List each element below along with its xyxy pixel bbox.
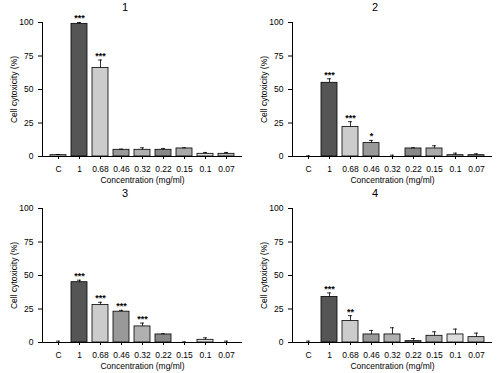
svg-text:100: 100 [269, 203, 283, 213]
svg-text:0.68: 0.68 [92, 350, 109, 360]
svg-text:Cell cytoxicity (%): Cell cytoxicity (%) [259, 242, 269, 309]
svg-text:100: 100 [19, 203, 33, 213]
svg-text:***: *** [345, 113, 356, 123]
svg-text:**: ** [347, 307, 355, 317]
svg-text:0.22: 0.22 [155, 350, 172, 360]
svg-text:***: *** [74, 14, 85, 23]
svg-text:0.07: 0.07 [468, 164, 485, 174]
svg-text:0: 0 [29, 151, 34, 161]
svg-text:100: 100 [269, 17, 283, 27]
svg-text:1: 1 [77, 164, 82, 174]
svg-text:0.1: 0.1 [450, 164, 462, 174]
svg-text:0.15: 0.15 [176, 350, 193, 360]
svg-text:***: *** [324, 284, 335, 294]
svg-text:0.07: 0.07 [468, 350, 485, 360]
svg-text:C: C [55, 164, 61, 174]
svg-text:0.07: 0.07 [218, 350, 235, 360]
svg-text:***: *** [116, 301, 127, 311]
svg-text:75: 75 [24, 51, 34, 61]
svg-text:0.32: 0.32 [134, 164, 151, 174]
svg-text:75: 75 [274, 51, 284, 61]
svg-text:50: 50 [24, 270, 34, 280]
svg-text:0.22: 0.22 [405, 350, 422, 360]
svg-text:***: *** [324, 70, 335, 80]
svg-text:0.32: 0.32 [134, 350, 151, 360]
svg-text:0.46: 0.46 [363, 164, 380, 174]
svg-text:25: 25 [274, 118, 284, 128]
svg-text:0: 0 [279, 337, 284, 347]
svg-text:***: *** [74, 271, 85, 281]
svg-text:*: * [370, 131, 374, 141]
svg-text:0.1: 0.1 [200, 164, 212, 174]
svg-text:Concentration (mg/ml): Concentration (mg/ml) [350, 175, 434, 185]
svg-text:1: 1 [77, 350, 82, 360]
svg-text:Cell cytoxicity (%): Cell cytoxicity (%) [9, 242, 19, 309]
svg-text:0.1: 0.1 [450, 350, 462, 360]
svg-text:0.22: 0.22 [405, 164, 422, 174]
svg-text:100: 100 [19, 17, 33, 27]
svg-text:0: 0 [279, 151, 284, 161]
svg-text:0.46: 0.46 [363, 350, 380, 360]
svg-text:0.32: 0.32 [384, 350, 401, 360]
html-text:4: 4 [371, 187, 379, 199]
svg-text:25: 25 [24, 118, 34, 128]
html-text:2: 2 [371, 1, 379, 13]
svg-text:75: 75 [274, 237, 284, 247]
html-text:3: 3 [121, 187, 129, 199]
svg-text:0.68: 0.68 [342, 350, 359, 360]
svg-text:C: C [305, 164, 311, 174]
svg-text:0: 0 [29, 337, 34, 347]
svg-text:1: 1 [327, 164, 332, 174]
svg-text:0.46: 0.46 [113, 350, 130, 360]
svg-text:50: 50 [24, 84, 34, 94]
svg-text:0.15: 0.15 [426, 164, 443, 174]
svg-text:***: *** [95, 51, 106, 61]
svg-text:25: 25 [274, 304, 284, 314]
svg-text:Cell cytoxicity (%): Cell cytoxicity (%) [9, 56, 19, 123]
svg-text:Concentration (mg/ml): Concentration (mg/ml) [100, 361, 184, 371]
html-text:1: 1 [121, 1, 129, 13]
svg-text:75: 75 [24, 237, 34, 247]
svg-text:Concentration (mg/ml): Concentration (mg/ml) [100, 175, 184, 185]
svg-text:Cell cytoxicity (%): Cell cytoxicity (%) [259, 56, 269, 123]
svg-text:0.32: 0.32 [384, 164, 401, 174]
svg-text:0.07: 0.07 [218, 164, 235, 174]
svg-text:50: 50 [274, 270, 284, 280]
svg-text:0.1: 0.1 [200, 350, 212, 360]
svg-text:***: *** [137, 314, 148, 324]
svg-text:0.68: 0.68 [342, 164, 359, 174]
svg-text:0.15: 0.15 [176, 164, 193, 174]
svg-text:25: 25 [24, 304, 34, 314]
svg-text:0.15: 0.15 [426, 350, 443, 360]
svg-text:0.68: 0.68 [92, 164, 109, 174]
svg-text:1: 1 [327, 350, 332, 360]
svg-text:***: *** [95, 293, 106, 303]
svg-text:50: 50 [274, 84, 284, 94]
svg-text:Concentration (mg/ml): Concentration (mg/ml) [350, 361, 434, 371]
svg-text:C: C [55, 350, 61, 360]
svg-text:0.22: 0.22 [155, 164, 172, 174]
svg-text:0.46: 0.46 [113, 164, 130, 174]
svg-text:C: C [305, 350, 311, 360]
